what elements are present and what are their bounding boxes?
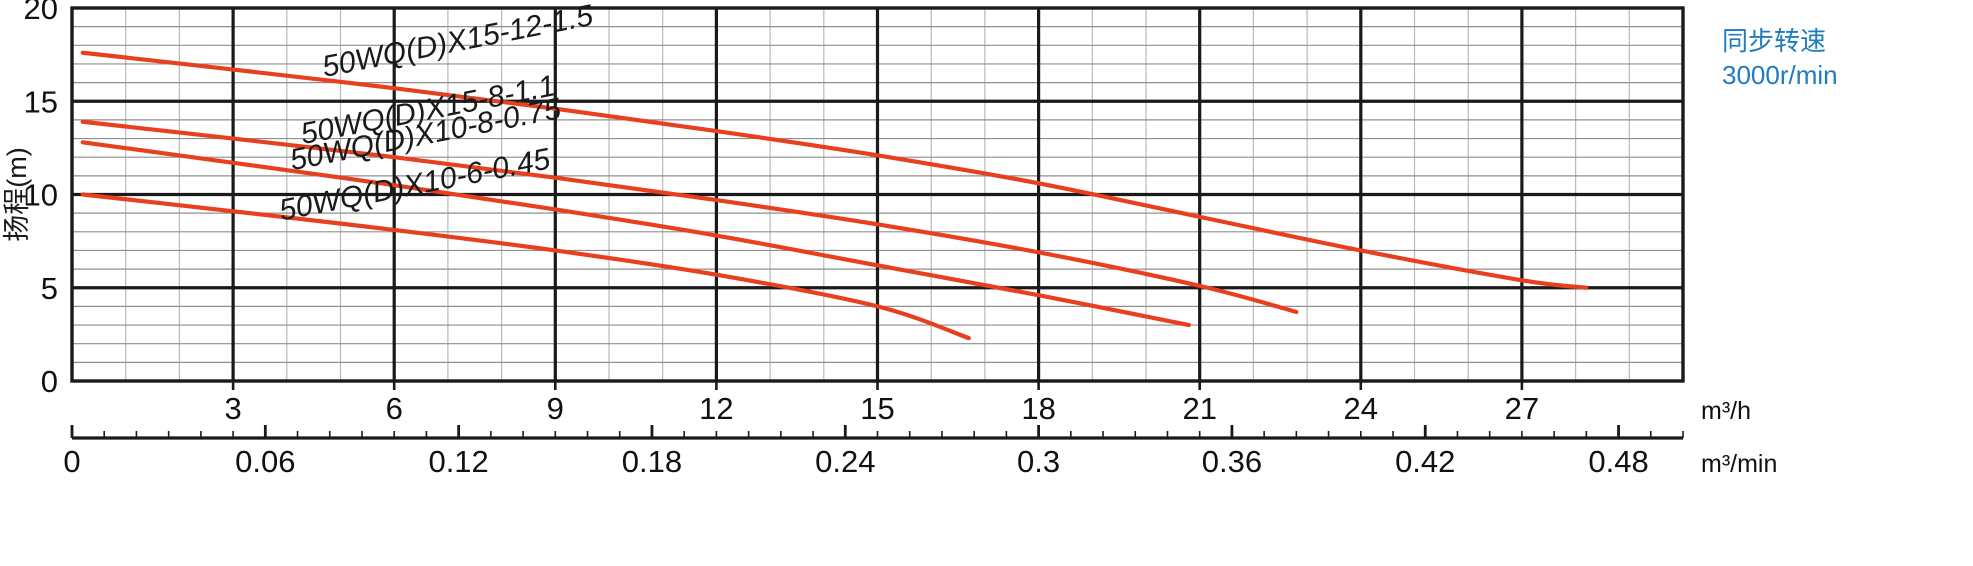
curve-2 — [80, 140, 1192, 328]
x-tick-label-top: 15 — [860, 391, 894, 426]
y-tick-label: 15 — [24, 84, 58, 119]
x-tick-label-bottom: 0.48 — [1588, 444, 1648, 479]
y-axis-title: 扬程(m) — [2, 147, 32, 241]
curve-0 — [80, 50, 1589, 290]
x-tick-label-top: 24 — [1344, 391, 1378, 426]
x-tick-label-bottom: 0.42 — [1395, 444, 1455, 479]
x-tick-label-top: 9 — [547, 391, 564, 426]
x-tick-label-top: 21 — [1182, 391, 1216, 426]
x-tick-label-bottom: 0.18 — [622, 444, 682, 479]
speed-annotation: 同步转速 3000r/min — [1722, 26, 1838, 90]
x-tick-label-top: 27 — [1505, 391, 1539, 426]
y-tick-label: 20 — [24, 0, 58, 26]
grid-major-lines — [72, 8, 1683, 381]
x-tick-label-bottom: 0.36 — [1202, 444, 1262, 479]
annotation-line-1: 同步转速 — [1722, 26, 1826, 56]
x-tick-label-bottom: 0.3 — [1017, 444, 1060, 479]
y-axis: 0 5 10 15 20 扬程(m) — [2, 0, 58, 399]
curve-1 — [80, 119, 1299, 315]
x-tick-label-top: 12 — [699, 391, 733, 426]
curve-3 — [80, 192, 971, 341]
curve-lines — [80, 50, 1589, 341]
x-tick-label-bottom: 0.06 — [235, 444, 295, 479]
y-tick-label: 10 — [24, 178, 58, 213]
x-tick-label-top: 18 — [1021, 391, 1055, 426]
x-tick-label-bottom: 0.24 — [815, 444, 875, 479]
x-tick-label-bottom: 0.12 — [428, 444, 488, 479]
x-axis-unit-bottom: m³/min — [1701, 450, 1777, 478]
y-tick-label: 5 — [41, 271, 58, 306]
x-axis-bottom: 0 0.06 0.12 0.18 0.24 0.3 0.36 0.42 0.48 m³/min — [63, 425, 1777, 479]
x-tick-label-top: 3 — [224, 391, 241, 426]
x-axis-unit-top: m³/h — [1701, 397, 1751, 425]
x-tick-label-bottom: 0 — [63, 444, 80, 479]
annotation-line-2: 3000r/min — [1722, 60, 1838, 90]
x-axis-top: 3 6 9 12 15 18 21 24 27 m³/h — [224, 381, 1751, 426]
y-tick-label: 0 — [41, 364, 58, 399]
x-tick-label-top: 6 — [386, 391, 403, 426]
